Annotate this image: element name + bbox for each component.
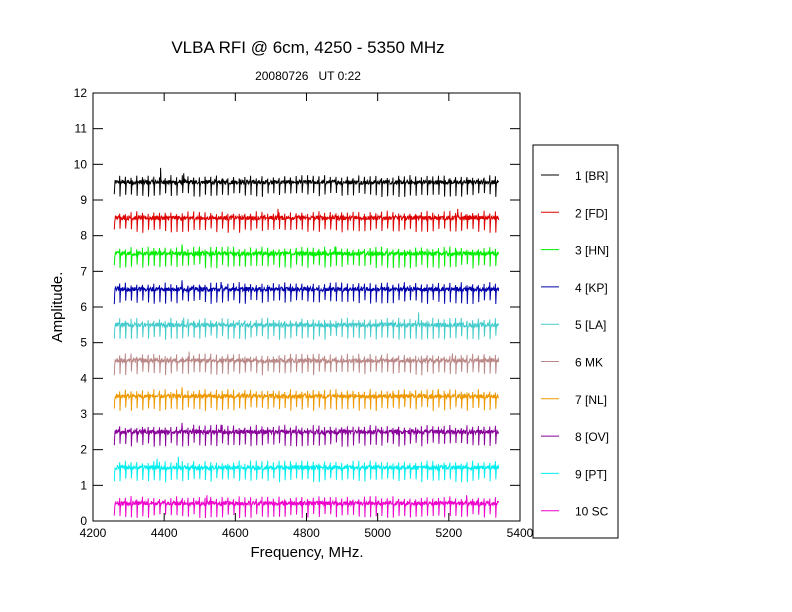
series-line-4 (113, 280, 500, 305)
chart-title: VLBA RFI @ 6cm, 4250 - 5350 MHz (171, 38, 444, 57)
series-line-2 (113, 208, 500, 233)
legend-box (532, 144, 619, 539)
series-line-3 (113, 244, 500, 269)
legend: 1 [BR] 2 [FD] 3 [HN] 4 [KP] 5 [LA] 6 MK 7 [NL]… (541, 169, 609, 519)
y-axis-label: Amplitude. (49, 272, 66, 343)
legend-label-2: 2 [FD] (575, 206, 608, 220)
y-tick-label: 9 (80, 193, 87, 207)
series-line-5 (113, 312, 500, 340)
legend-label-9: 9 [PT] (575, 467, 607, 481)
y-tick-label: 5 (80, 336, 87, 350)
x-tick-label: 5000 (364, 526, 391, 540)
y-tick-label: 4 (80, 371, 87, 385)
legend-label-4: 4 [KP] (575, 281, 608, 295)
y-tick-label: 8 (80, 229, 87, 243)
x-tick-label: 5200 (435, 526, 462, 540)
plot-area (113, 167, 500, 519)
series-line-10 (113, 495, 500, 519)
x-axis-label: Frequency, MHz. (250, 544, 363, 561)
series-line-8 (113, 422, 500, 447)
x-tick-label: 4200 (80, 526, 107, 540)
y-tick-label: 2 (80, 443, 87, 457)
legend-label-10: 10 SC (575, 505, 609, 519)
y-tick-label: 1 (80, 478, 87, 492)
x-tick-label: 4400 (151, 526, 178, 540)
series-line-1 (113, 167, 500, 198)
legend-label-8: 8 [OV] (575, 430, 609, 444)
y-tick-label: 12 (74, 86, 88, 100)
y-tick-label: 3 (80, 407, 87, 421)
legend-label-3: 3 [HN] (575, 244, 609, 258)
y-tick-label: 7 (80, 264, 87, 278)
y-tick-label: 6 (80, 300, 87, 314)
legend-label-7: 7 [NL] (575, 393, 607, 407)
series-line-7 (113, 387, 499, 412)
legend-label-5: 5 [LA] (575, 318, 606, 332)
series-line-9 (113, 456, 500, 483)
series-line-6 (113, 351, 500, 376)
legend-label-6: 6 MK (575, 356, 603, 370)
x-tick-label: 4600 (222, 526, 249, 540)
chart-subtitle: 20080726 UT 0:22 (255, 69, 361, 83)
legend-label-1: 1 [BR] (575, 169, 608, 183)
x-axis: 4200 4400 4600 4800 5000 5200 5400 (80, 93, 534, 540)
x-tick-label: 5400 (507, 526, 534, 540)
plot-frame (92, 92, 521, 522)
y-tick-label: 0 (80, 514, 87, 528)
x-tick-label: 4800 (293, 526, 320, 540)
y-tick-label: 11 (75, 122, 88, 136)
y-tick-label: 10 (74, 157, 88, 171)
